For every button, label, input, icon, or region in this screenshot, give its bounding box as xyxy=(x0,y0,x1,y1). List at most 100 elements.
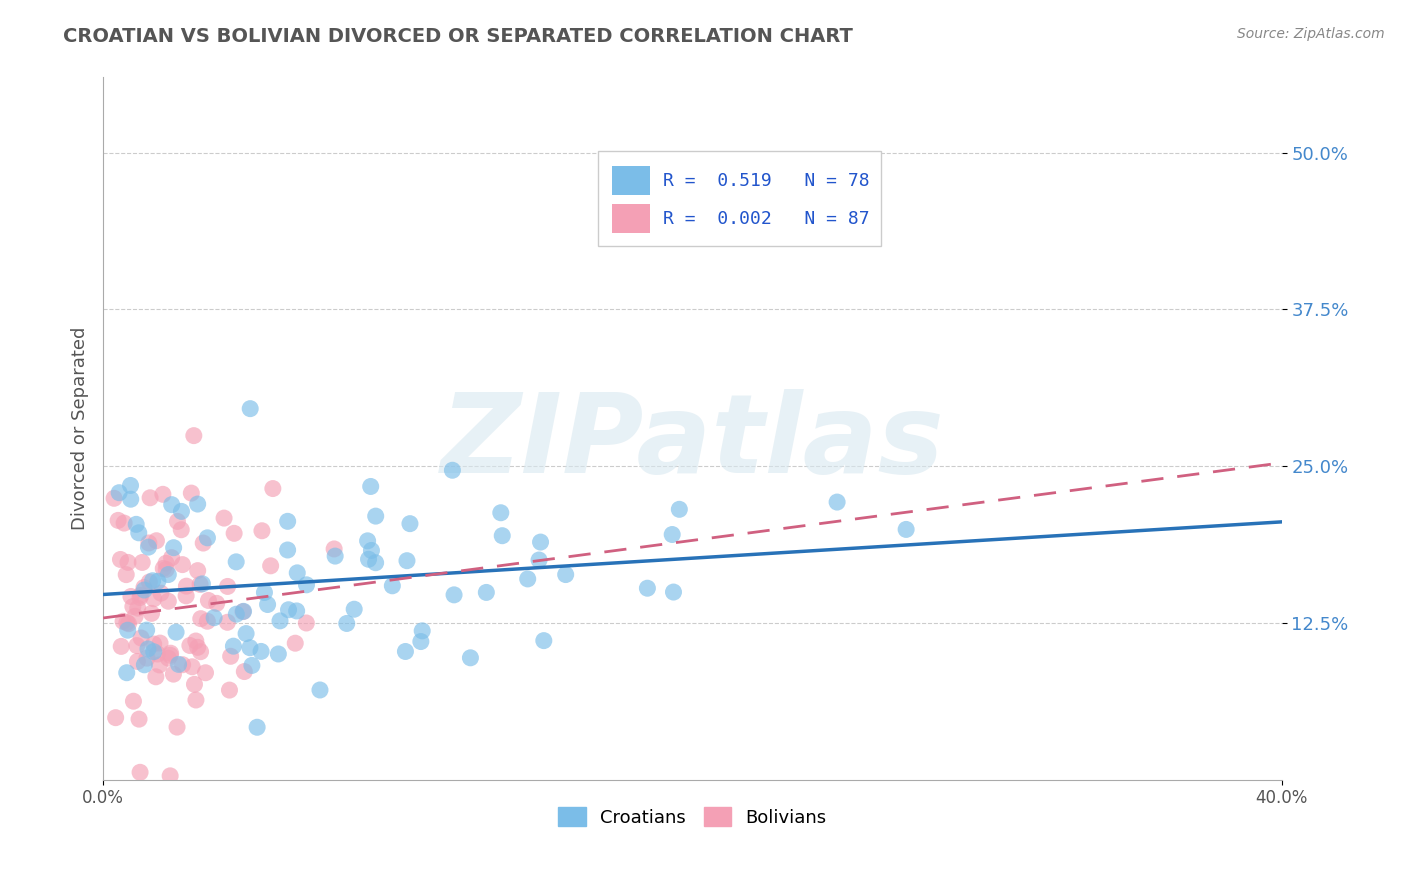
Point xyxy=(233,665,256,679)
Y-axis label: Divorced or Separated: Divorced or Separated xyxy=(72,326,89,530)
Point xyxy=(399,516,422,531)
Point xyxy=(124,609,146,624)
Point xyxy=(256,598,278,612)
Point xyxy=(277,514,299,528)
Text: R =  0.002   N = 87: R = 0.002 N = 87 xyxy=(664,210,869,227)
Point xyxy=(159,646,181,660)
Point xyxy=(225,607,247,622)
Point xyxy=(489,506,512,520)
Point xyxy=(110,552,132,566)
Point xyxy=(357,552,380,566)
Point xyxy=(107,513,129,527)
Point xyxy=(190,645,212,659)
Point xyxy=(159,648,181,663)
Point xyxy=(142,637,165,651)
Point xyxy=(183,677,205,691)
Point xyxy=(172,558,194,572)
Point xyxy=(104,711,127,725)
Point xyxy=(128,712,150,726)
Point xyxy=(146,574,169,589)
Point xyxy=(285,566,308,580)
FancyBboxPatch shape xyxy=(612,166,650,195)
Point xyxy=(155,556,177,570)
Point xyxy=(157,567,180,582)
Point xyxy=(162,667,184,681)
Point xyxy=(441,463,464,477)
Point xyxy=(187,497,209,511)
Point xyxy=(160,550,183,565)
Point xyxy=(381,579,404,593)
Point xyxy=(108,485,131,500)
Point xyxy=(174,589,197,603)
Point xyxy=(250,524,273,538)
Point xyxy=(157,594,180,608)
Point xyxy=(239,640,262,655)
Point xyxy=(135,623,157,637)
Point xyxy=(142,591,165,606)
Point xyxy=(527,553,550,567)
Point xyxy=(115,615,138,630)
Point xyxy=(127,601,149,615)
Point xyxy=(259,558,281,573)
Point xyxy=(262,482,284,496)
Point xyxy=(285,604,308,618)
Point xyxy=(184,634,207,648)
Point xyxy=(360,479,382,493)
Point xyxy=(184,693,207,707)
Point xyxy=(222,639,245,653)
Point xyxy=(661,527,683,541)
Point xyxy=(132,581,155,595)
Point xyxy=(360,543,382,558)
Point xyxy=(167,657,190,672)
Point xyxy=(295,615,318,630)
Point xyxy=(166,515,188,529)
Point xyxy=(117,555,139,569)
Point xyxy=(356,533,378,548)
Point xyxy=(159,769,181,783)
Point xyxy=(277,603,299,617)
Point xyxy=(134,657,156,672)
Point xyxy=(129,765,152,780)
Point xyxy=(183,428,205,442)
Point xyxy=(309,683,332,698)
Point xyxy=(141,607,163,621)
Point xyxy=(343,602,366,616)
Point xyxy=(443,588,465,602)
Point xyxy=(190,612,212,626)
Point xyxy=(193,536,215,550)
Text: Source: ZipAtlas.com: Source: ZipAtlas.com xyxy=(1237,27,1385,41)
Point xyxy=(246,720,269,734)
Point xyxy=(250,644,273,658)
Point xyxy=(152,561,174,575)
Point xyxy=(125,517,148,532)
Point xyxy=(529,535,551,549)
Point xyxy=(120,478,142,492)
Point xyxy=(235,626,257,640)
Point xyxy=(160,498,183,512)
FancyBboxPatch shape xyxy=(612,204,650,234)
Point xyxy=(166,720,188,734)
Point xyxy=(138,536,160,550)
Point xyxy=(115,665,138,680)
Point xyxy=(165,625,187,640)
Point xyxy=(163,541,186,555)
Point xyxy=(267,647,290,661)
Point xyxy=(152,487,174,501)
Point xyxy=(554,567,576,582)
Point xyxy=(134,582,156,597)
Point xyxy=(191,577,214,591)
Point xyxy=(129,631,152,645)
Point xyxy=(218,683,240,698)
Point xyxy=(217,615,239,630)
Point xyxy=(129,588,152,602)
Point xyxy=(225,555,247,569)
Point xyxy=(146,647,169,661)
Point xyxy=(188,577,211,591)
Point xyxy=(170,504,193,518)
Point xyxy=(112,516,135,530)
Point xyxy=(121,599,143,614)
Point xyxy=(460,650,482,665)
Point xyxy=(187,564,209,578)
Point xyxy=(277,543,299,558)
Point xyxy=(253,585,276,599)
